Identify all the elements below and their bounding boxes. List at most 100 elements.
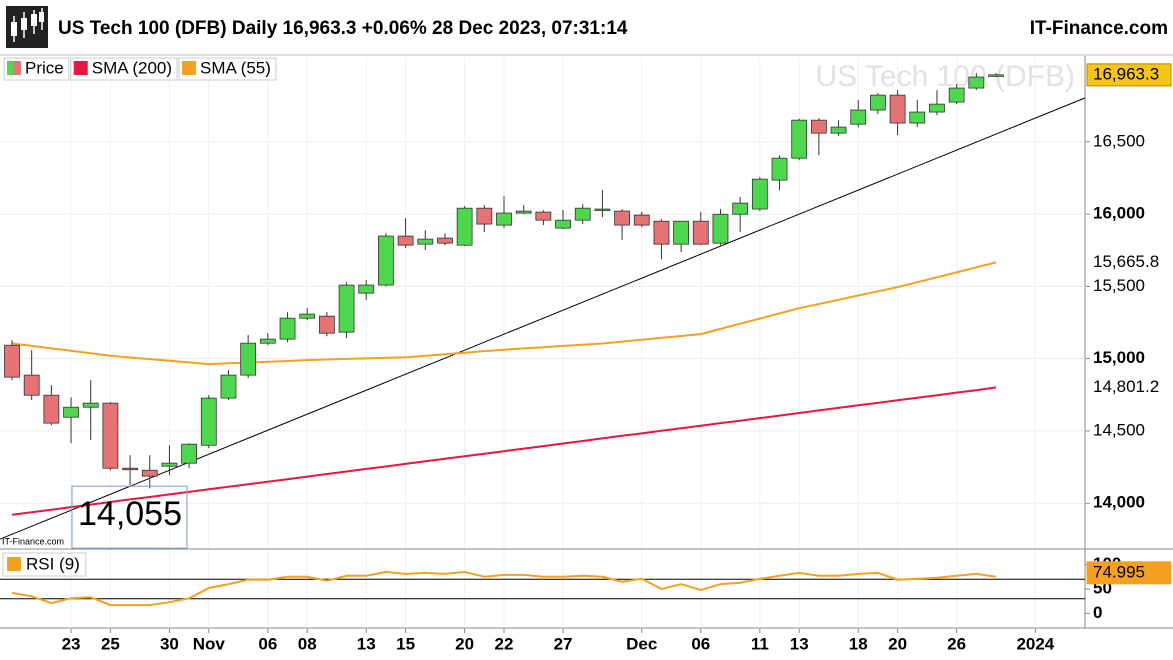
- y-tick-label: 16,000: [1093, 204, 1145, 223]
- x-tick-label: 2024: [1016, 634, 1054, 653]
- candle-body: [476, 207, 493, 225]
- credit: IT-Finance.com: [2, 536, 64, 546]
- legend-frame: [2, 552, 87, 577]
- candle-body: [417, 238, 434, 245]
- x-tick-label: 06: [691, 634, 710, 653]
- x-tick-label: 27: [554, 634, 573, 653]
- legend-swatch: [182, 61, 197, 75]
- legend-swatch: [73, 61, 88, 75]
- x-tick-label: Nov: [193, 634, 226, 653]
- candle-body: [299, 313, 316, 319]
- x-tick-label: 25: [101, 634, 120, 653]
- y-tick-label: 14,500: [1093, 420, 1145, 439]
- candle-body: [653, 220, 670, 245]
- legend-frame: [3, 57, 70, 81]
- sma-line: [11, 386, 997, 516]
- candle-body: [23, 374, 40, 396]
- rsi-legend: RSI (9): [2, 552, 87, 577]
- watermark: US Tech 100 (DFB): [815, 60, 1075, 93]
- candle-body: [594, 208, 611, 211]
- candle-body: [456, 207, 473, 246]
- legend-frame: [70, 57, 178, 81]
- legend-swatch: [7, 61, 14, 75]
- last-value-label: 14,801.2: [1093, 377, 1159, 396]
- candle-body: [437, 237, 453, 244]
- annotation: 14,055: [78, 495, 182, 533]
- candle-body: [555, 219, 571, 229]
- candle-body: [338, 284, 355, 333]
- x-tick-label: 22: [495, 634, 514, 653]
- source: IT-Finance.com: [1030, 18, 1168, 39]
- candle-body: [574, 207, 591, 221]
- candle-body: [161, 462, 178, 467]
- candle-body: [830, 126, 847, 134]
- x-tick-label: 20: [455, 634, 474, 653]
- candle-body: [771, 157, 788, 181]
- candle-body: [929, 103, 945, 113]
- x-tick-label: 11: [751, 634, 769, 653]
- legend-label: SMA (55): [200, 58, 271, 77]
- last-value-box: [1086, 561, 1172, 585]
- candle-body: [535, 211, 552, 221]
- candle-body: [200, 397, 217, 446]
- x-tick-label: 06: [258, 634, 277, 653]
- x-tick-label: 08: [298, 634, 317, 653]
- legend-label: Price: [25, 58, 64, 77]
- candle-body: [732, 202, 749, 215]
- candle-body: [279, 317, 296, 340]
- overlay: 14,000 14,500 15,000 15,500 16,000 16,500 23 25…: [2, 57, 1172, 653]
- candle-body: [673, 220, 690, 245]
- x-tick-label: 30: [160, 634, 179, 653]
- candle-body: [82, 402, 99, 408]
- legend-item: SMA (200): [70, 57, 178, 81]
- candle-body: [712, 213, 729, 244]
- candle-body: [43, 394, 60, 424]
- candle-body: [515, 210, 532, 214]
- candle-body: [614, 210, 630, 226]
- last-value-box: [1086, 250, 1172, 274]
- legend-label: SMA (200): [92, 58, 172, 77]
- candle-body: [318, 315, 335, 334]
- candle-body: [397, 235, 414, 246]
- legend-swatch: [14, 61, 21, 75]
- candle-body: [692, 220, 709, 245]
- rsi-tick-label: 0: [1093, 603, 1102, 622]
- candle-body: [122, 467, 138, 471]
- candle-body: [791, 119, 808, 159]
- y-tick-label: 14,000: [1093, 493, 1145, 512]
- chart-title: US Tech 100 (DFB) Daily 16,963.3 +0.06% …: [58, 18, 628, 39]
- price-panel: [0, 58, 1085, 548]
- candle-body: [259, 338, 276, 344]
- legend-label: RSI (9): [26, 554, 80, 573]
- header: [0, 0, 1173, 54]
- x-tick-label: Dec: [626, 634, 657, 653]
- rsi-panel: [0, 550, 1085, 628]
- candle-body: [378, 235, 394, 286]
- x-tick-label: 18: [849, 634, 868, 653]
- candle-body: [948, 87, 965, 103]
- legend-swatch: [7, 557, 21, 571]
- candle-body: [358, 284, 375, 294]
- legend-frame: [178, 57, 277, 81]
- y-tick-label: 15,500: [1093, 276, 1145, 295]
- legend-item: SMA (55): [178, 57, 277, 81]
- candle-body: [870, 94, 886, 111]
- candle-body: [141, 469, 158, 477]
- last-value-label: 15,665.8: [1093, 252, 1159, 271]
- candle-body: [181, 443, 198, 464]
- y-tick-label: 16,500: [1093, 131, 1145, 150]
- rsi-line: [11, 570, 997, 607]
- candle-body: [240, 342, 257, 376]
- sma-line: [11, 261, 997, 366]
- x-tick-label: 26: [947, 634, 966, 653]
- candle-body: [988, 74, 1004, 77]
- candle-body: [909, 111, 926, 124]
- last-value-box: [1086, 375, 1172, 399]
- candle-body: [633, 214, 650, 226]
- candle-body: [968, 76, 985, 89]
- candle-body: [496, 212, 512, 226]
- candle-body: [889, 94, 906, 124]
- x-tick-label: 13: [357, 634, 376, 653]
